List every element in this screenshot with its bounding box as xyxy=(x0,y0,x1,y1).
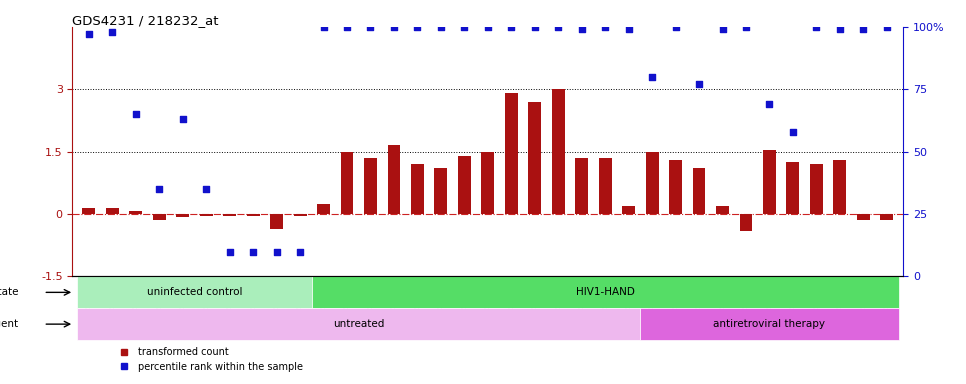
Point xyxy=(692,81,707,88)
Bar xyxy=(77,308,640,340)
Text: untreated: untreated xyxy=(333,319,384,329)
Bar xyxy=(834,160,846,214)
Point xyxy=(527,24,543,30)
Bar xyxy=(223,214,236,216)
Bar xyxy=(364,158,377,214)
Point xyxy=(574,26,589,33)
Point xyxy=(222,248,238,255)
Bar xyxy=(622,206,635,214)
Bar xyxy=(411,164,424,214)
Bar xyxy=(77,276,312,308)
Bar xyxy=(270,214,283,228)
Bar xyxy=(129,211,142,214)
Bar xyxy=(669,160,682,214)
Point xyxy=(597,24,612,30)
Point xyxy=(104,29,120,35)
Point xyxy=(621,26,637,33)
Bar xyxy=(857,214,869,220)
Point xyxy=(198,186,213,192)
Bar xyxy=(481,152,495,214)
Bar xyxy=(740,214,753,231)
Point xyxy=(809,24,824,30)
Bar xyxy=(341,152,354,214)
Point xyxy=(433,24,448,30)
Bar xyxy=(693,168,705,214)
Bar xyxy=(106,208,119,214)
Bar xyxy=(435,168,447,214)
Bar xyxy=(387,146,401,214)
Bar xyxy=(810,164,823,214)
Point xyxy=(410,24,425,30)
Point xyxy=(832,26,847,33)
Point xyxy=(551,24,566,30)
Point xyxy=(245,248,261,255)
Bar xyxy=(763,150,776,214)
Bar xyxy=(505,93,518,214)
Point xyxy=(269,248,284,255)
Point xyxy=(316,24,331,30)
Point xyxy=(363,24,379,30)
Bar xyxy=(177,214,189,217)
Bar xyxy=(317,204,330,214)
Point xyxy=(503,24,519,30)
Point xyxy=(175,116,190,122)
Bar xyxy=(200,214,213,216)
Point xyxy=(480,24,496,30)
Bar xyxy=(552,89,565,214)
Point xyxy=(293,248,308,255)
Text: agent: agent xyxy=(0,319,18,329)
Bar xyxy=(716,206,729,214)
Bar xyxy=(786,162,800,214)
Text: GDS4231 / 218232_at: GDS4231 / 218232_at xyxy=(72,14,219,27)
Bar xyxy=(640,308,898,340)
Bar xyxy=(153,214,166,220)
Point xyxy=(386,24,402,30)
Bar xyxy=(458,156,470,214)
Point xyxy=(738,24,753,30)
Legend: transformed count, percentile rank within the sample: transformed count, percentile rank withi… xyxy=(110,343,306,376)
Point xyxy=(879,24,895,30)
Text: disease state: disease state xyxy=(0,287,18,297)
Point xyxy=(785,129,801,135)
Point xyxy=(856,26,871,33)
Text: uninfected control: uninfected control xyxy=(147,287,242,297)
Text: HIV1-HAND: HIV1-HAND xyxy=(576,287,635,297)
Bar xyxy=(528,102,541,214)
Point xyxy=(762,101,778,107)
Bar xyxy=(645,152,659,214)
Bar xyxy=(246,214,260,216)
Bar xyxy=(294,214,306,216)
Text: antiretroviral therapy: antiretroviral therapy xyxy=(714,319,825,329)
Point xyxy=(81,31,97,38)
Point xyxy=(128,111,144,118)
Point xyxy=(644,74,660,80)
Bar xyxy=(599,158,611,214)
Bar xyxy=(575,158,588,214)
Bar xyxy=(880,214,894,220)
Point xyxy=(715,26,730,33)
Point xyxy=(668,24,683,30)
Bar xyxy=(312,276,898,308)
Bar xyxy=(82,208,96,214)
Point xyxy=(457,24,472,30)
Point xyxy=(152,186,167,192)
Point xyxy=(339,24,355,30)
